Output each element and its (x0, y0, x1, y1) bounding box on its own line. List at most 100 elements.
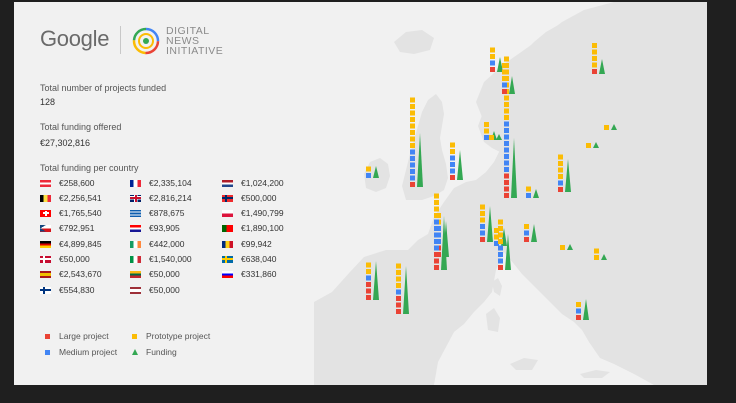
country-row: €1,890,100 (222, 223, 284, 233)
prototype-project-square (366, 269, 371, 274)
funding-triangle (567, 244, 573, 250)
country-row: €1,490,799 (222, 208, 284, 218)
prototype-project-square (498, 232, 503, 238)
country-row: €2,335,104 (130, 178, 192, 188)
poland-flag (222, 209, 233, 217)
prototype-project-square (504, 115, 509, 120)
prototype-project-square (450, 142, 455, 148)
marker-latvia (604, 124, 617, 130)
prototype-project-square (504, 108, 509, 114)
medium-project-square (480, 230, 485, 236)
country-amount: €500,000 (241, 193, 277, 203)
marker-bulgaria (594, 248, 607, 260)
prototype-project-square (558, 154, 563, 160)
prototype-project-square (434, 193, 439, 199)
legend-prototype-label: Prototype project (146, 331, 211, 341)
marker-romania (560, 244, 573, 250)
country-amount: €258,600 (59, 178, 95, 188)
medium-project-square (498, 252, 503, 257)
croatia-flag (130, 224, 141, 232)
land-sardinia (486, 308, 500, 332)
country-row: €93,905 (130, 223, 180, 233)
medium-project-square (480, 224, 485, 229)
country-amount: €2,543,670 (59, 269, 102, 279)
country-amount: €93,905 (149, 223, 180, 233)
funding-triangle (533, 189, 539, 198)
slovenia-flag (222, 270, 233, 278)
legend-funding: Funding (132, 347, 177, 357)
country-amount: €50,000 (59, 254, 90, 264)
marker-united-kingdom (410, 97, 423, 187)
prototype-project-square (594, 255, 599, 260)
medium-project-square (558, 180, 563, 186)
funding-triangle (403, 266, 409, 314)
medium-project-square (410, 169, 415, 174)
prototype-project-square (526, 186, 531, 192)
legend-prototype: Prototype project (132, 331, 210, 341)
prototype-project-square (592, 56, 597, 61)
prototype-project-square (586, 143, 591, 148)
prototype-project-square (450, 149, 455, 154)
medium-project-square (434, 226, 439, 231)
country-row: €1,765,540 (40, 208, 102, 218)
prototype-project-square (604, 125, 609, 130)
country-amount: €792,951 (59, 223, 95, 233)
medium-project-square (504, 154, 509, 159)
prototype-project-square (396, 270, 401, 275)
google-logo: Google (40, 26, 110, 51)
marker-norway (490, 47, 503, 72)
medium-project-square (366, 275, 371, 281)
large-project-square (490, 67, 495, 72)
prototype-project-square (434, 206, 439, 212)
netherlands-flag (222, 179, 233, 187)
prototype-project-square (498, 239, 503, 244)
large-project-square (480, 237, 485, 242)
country-row: €50,000 (130, 285, 180, 295)
large-project-square (434, 258, 439, 264)
legend-large: Large project (45, 331, 109, 341)
country-row: €258,600 (40, 178, 94, 188)
funding-triangle (417, 133, 423, 187)
dni-ring-icon (132, 27, 160, 55)
dni-line-3: INITIATIVE (166, 45, 224, 57)
prototype-project-square (410, 110, 415, 116)
prototype-project-square (504, 102, 509, 107)
france-flag (130, 179, 141, 187)
dni-line-2: NEWS (166, 35, 200, 47)
project-markers (366, 43, 617, 320)
prototype-project-square (410, 136, 415, 142)
medium-project-square (450, 162, 455, 167)
medium-project-square (504, 121, 509, 127)
country-row: €638,040 (222, 254, 276, 264)
marker-czech-republic (524, 224, 537, 242)
country-amount: €50,000 (149, 285, 180, 295)
medium-project-square (498, 245, 503, 251)
country-amount: €2,256,541 (59, 193, 102, 203)
legend-funding-label: Funding (146, 347, 177, 357)
marker-greece (576, 299, 589, 320)
romania-flag (222, 240, 233, 248)
funding-per-country-label: Total funding per country (40, 163, 139, 173)
country-amount: €1,890,100 (241, 223, 284, 233)
dni-wordmark: DIGITAL NEWS INITIATIVE (166, 26, 224, 57)
prototype-project-square (480, 211, 485, 216)
country-amount: €1,540,000 (149, 254, 192, 264)
country-row: €1,024,200 (222, 178, 284, 188)
country-amount: €442,000 (149, 239, 185, 249)
large-project-square (498, 265, 503, 270)
prototype-project-square (502, 69, 507, 75)
marker-netherlands (450, 142, 463, 180)
latvia-flag (130, 286, 141, 294)
prototype-project-square (504, 95, 509, 101)
legend-medium: Medium project (45, 347, 117, 357)
large-project-square (396, 296, 401, 301)
ireland-flag (130, 240, 141, 248)
large-project-square (366, 288, 371, 294)
funding-triangle (565, 159, 571, 192)
country-amount: €331,860 (241, 269, 277, 279)
funding-triangle-icon (132, 349, 138, 355)
prototype-project-square (410, 143, 415, 148)
medium-project-square (366, 173, 371, 178)
medium-project-square (490, 60, 495, 66)
medium-project-square (504, 134, 509, 140)
